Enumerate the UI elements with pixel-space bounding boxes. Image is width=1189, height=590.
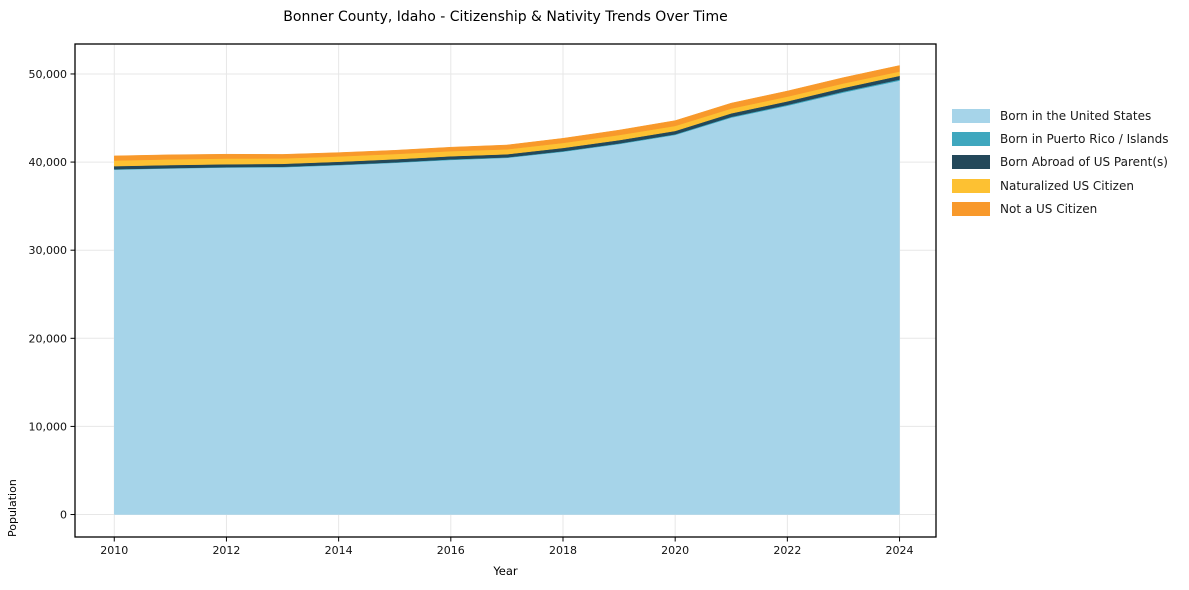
legend-swatch-naturalized xyxy=(952,178,990,193)
legend-item-born-abroad: Born Abroad of US Parent(s) xyxy=(952,151,1169,174)
legend-swatch-not-citizen xyxy=(952,202,990,217)
y-axis-label: Population xyxy=(6,479,19,537)
svg-text:2024: 2024 xyxy=(886,544,914,557)
legend-label: Naturalized US Citizen xyxy=(1000,178,1134,193)
svg-text:2018: 2018 xyxy=(549,544,577,557)
legend: Born in the United States Born in Puerto… xyxy=(952,104,1169,221)
svg-text:2020: 2020 xyxy=(661,544,689,557)
legend-item-not-citizen: Not a US Citizen xyxy=(952,198,1169,221)
svg-text:2016: 2016 xyxy=(437,544,465,557)
legend-swatch-born-abroad xyxy=(952,155,990,170)
legend-label: Not a US Citizen xyxy=(1000,202,1098,217)
svg-text:2014: 2014 xyxy=(325,544,353,557)
legend-label: Born Abroad of US Parent(s) xyxy=(1000,155,1168,170)
plot-frame xyxy=(74,43,937,538)
svg-text:2012: 2012 xyxy=(212,544,240,557)
svg-text:2022: 2022 xyxy=(773,544,801,557)
legend-item-born-in-us: Born in the United States xyxy=(952,104,1169,127)
area-series xyxy=(114,65,900,515)
svg-text:2010: 2010 xyxy=(100,544,128,557)
axis-ticks: 2010 2012 2014 2016 2018 2020 2022 2024 0 10,000 2… xyxy=(29,68,914,557)
svg-text:10,000: 10,000 xyxy=(29,420,68,433)
legend-swatch-puerto-rico-islands xyxy=(952,132,990,147)
svg-text:0: 0 xyxy=(60,509,67,522)
x-axis-label: Year xyxy=(493,564,518,578)
legend-label: Born in Puerto Rico / Islands xyxy=(1000,132,1169,147)
legend-item-naturalized: Naturalized US Citizen xyxy=(952,174,1169,197)
legend-item-puerto-rico-islands: Born in Puerto Rico / Islands xyxy=(952,127,1169,150)
legend-label: Born in the United States xyxy=(1000,108,1152,123)
svg-text:30,000: 30,000 xyxy=(29,244,68,257)
svg-text:40,000: 40,000 xyxy=(29,156,68,169)
svg-text:50,000: 50,000 xyxy=(29,68,68,81)
legend-swatch-born-in-us xyxy=(952,108,990,123)
chart-title: Bonner County, Idaho - Citizenship & Nat… xyxy=(283,9,728,25)
svg-text:20,000: 20,000 xyxy=(29,332,68,345)
